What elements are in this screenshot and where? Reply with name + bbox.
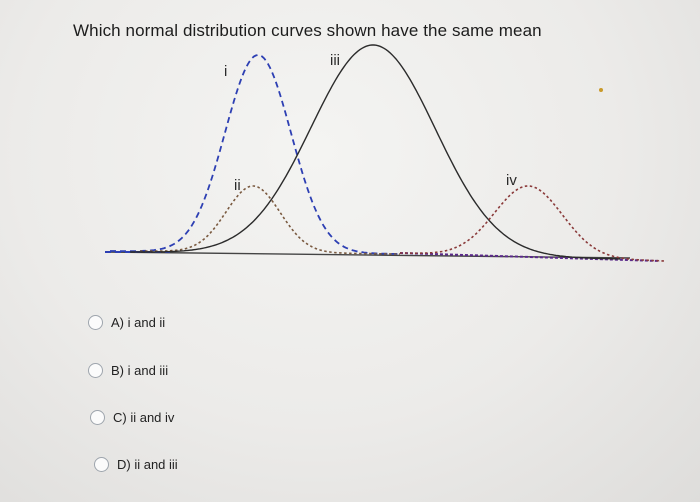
photo-speck xyxy=(599,88,603,92)
option-a-label: A) i and ii xyxy=(111,315,166,330)
question-text: Which normal distribution curves shown h… xyxy=(73,21,542,40)
option-b[interactable]: B) i and iii xyxy=(88,363,168,378)
radio-circle-icon[interactable] xyxy=(90,410,105,425)
curve-label-iii: iii xyxy=(330,52,340,69)
curve-ii xyxy=(140,185,400,255)
curve-iii xyxy=(130,44,620,260)
curve-label-ii: ii xyxy=(234,177,241,194)
option-c-label: C) ii and iv xyxy=(113,410,175,425)
curve-i xyxy=(110,54,400,255)
option-d[interactable]: D) ii and iii xyxy=(94,457,178,472)
radio-circle-icon[interactable] xyxy=(88,315,103,330)
baseline-dotted-overlay xyxy=(399,252,661,262)
curve-label-iv: iv xyxy=(506,172,517,189)
curve-label-i: i xyxy=(224,63,227,80)
radio-circle-icon[interactable] xyxy=(94,457,109,472)
radio-circle-icon[interactable] xyxy=(88,363,103,378)
option-a[interactable]: A) i and ii xyxy=(88,315,165,330)
option-d-label: D) ii and iii xyxy=(117,457,178,472)
option-c[interactable]: C) ii and iv xyxy=(90,410,174,425)
option-b-label: B) i and iii xyxy=(111,363,169,378)
curve-iv xyxy=(399,185,664,262)
